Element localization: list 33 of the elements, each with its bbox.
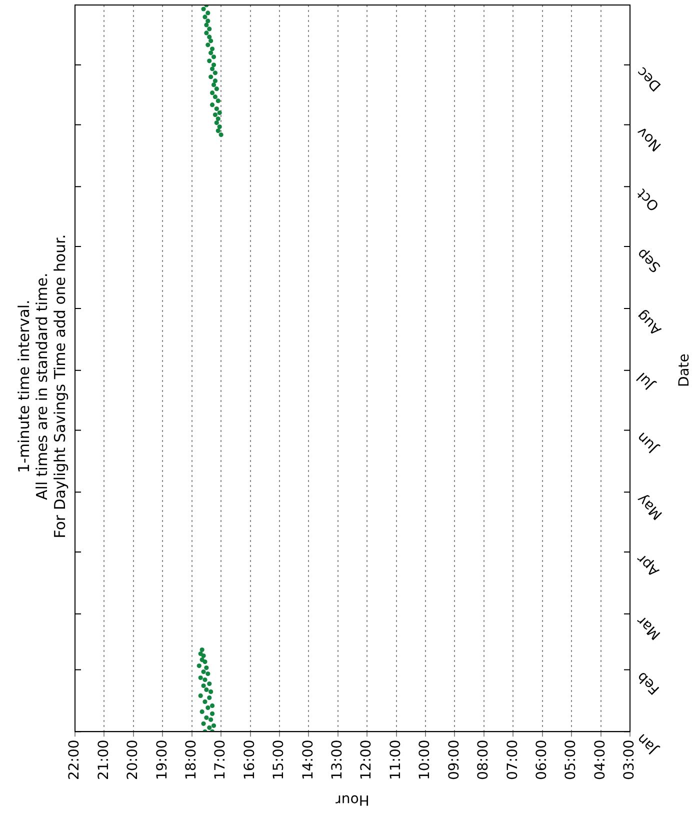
y-tick-label: Aug	[634, 307, 665, 338]
x-tick-label: 16:00	[242, 740, 258, 780]
x-tick-label: 14:00	[300, 740, 316, 780]
x-tick-label: 22:00	[66, 740, 83, 780]
y-tick-label: Jun	[634, 428, 662, 456]
x-tick-label: 04:00	[592, 740, 608, 780]
x-tick-label: 13:00	[330, 740, 346, 780]
x-tick-label: 12:00	[358, 740, 375, 780]
y-tick-label: Apr	[634, 550, 663, 580]
x-tick-label: 06:00	[534, 740, 550, 780]
y-tick-label: Sep	[634, 245, 664, 276]
x-tick-label: 08:00	[476, 740, 492, 780]
x-tick-label: 17:00	[212, 740, 229, 780]
x-axis-title: Hour	[335, 791, 370, 808]
x-tick-label: 19:00	[154, 740, 170, 780]
x-tick-label: 20:00	[125, 740, 142, 780]
text: For Daylight Savings Time add one hour.	[50, 234, 69, 538]
x-tick-label: 07:00	[504, 740, 521, 780]
text: All times are in standard time.	[32, 272, 51, 500]
y-tick-label: Jul	[634, 368, 658, 393]
x-tick-label: 15:00	[271, 740, 288, 780]
y-tick-label: Oct	[634, 184, 663, 214]
x-tick-label: 21:00	[96, 740, 112, 780]
y-tick-label: Nov	[634, 123, 665, 154]
y-tick-label: Mar	[634, 612, 664, 642]
x-tick-label: 11:00	[388, 740, 404, 780]
x-tick-label: 09:00	[446, 740, 462, 780]
y-tick-label: Feb	[634, 668, 663, 698]
x-tick-label: 10:00	[417, 740, 434, 780]
y-axis-title: Date	[676, 354, 692, 388]
text: 1-minute time interval.	[14, 300, 33, 473]
x-tick-label: 05:00	[563, 740, 580, 780]
x-tick-label: 18:00	[183, 740, 200, 780]
